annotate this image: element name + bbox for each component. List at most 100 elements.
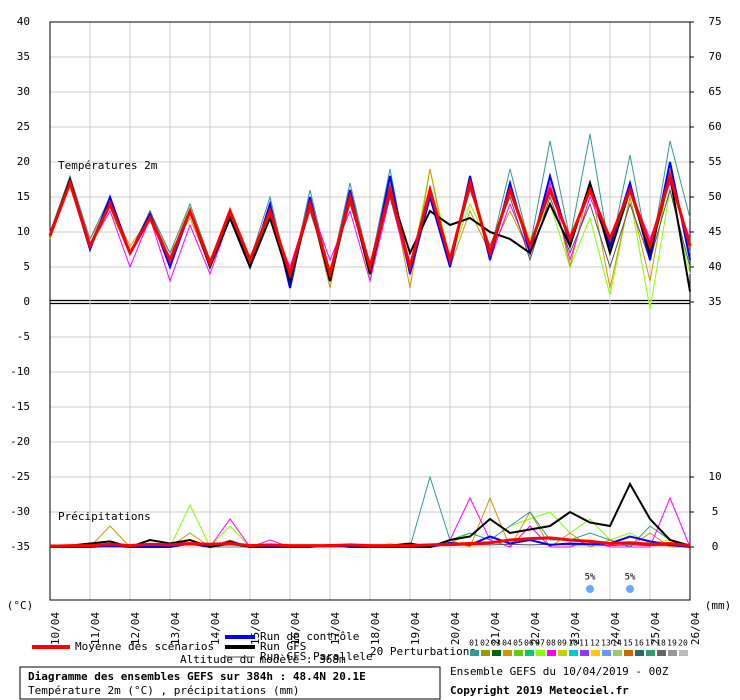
legend-swatch [492, 650, 501, 656]
y-tick-label: 30 [17, 85, 30, 98]
y2-tick-label: 75 [708, 15, 721, 28]
legend-label: 02 [480, 639, 490, 648]
x-tick-label: 22/04 [529, 612, 542, 645]
snow-icon [586, 585, 594, 593]
legend-swatch [624, 650, 633, 656]
y-tick-label: 15 [17, 190, 30, 203]
legend-swatch [646, 650, 655, 656]
x-tick-label: 23/04 [569, 612, 582, 645]
x-tick-label: 11/04 [89, 612, 102, 645]
legend-swatch [481, 650, 490, 656]
legend-swatch [503, 650, 512, 656]
x-tick-label: 19/04 [409, 612, 422, 645]
legend-swatch [613, 650, 622, 656]
legend-swatch [591, 650, 600, 656]
y-tick-label: -30 [10, 505, 30, 518]
y-tick-label: 35 [17, 50, 30, 63]
x-tick-label: 10/04 [49, 612, 62, 645]
legend-swatch [635, 650, 644, 656]
y2-tick-label: 0 [712, 540, 719, 553]
legend-label: 06 [524, 639, 534, 648]
legend-label: 15 [623, 639, 633, 648]
legend-swatch [679, 650, 688, 656]
y-tick-label: -25 [10, 470, 30, 483]
snow-icon [626, 585, 634, 593]
y2-tick-label: 5 [712, 505, 719, 518]
legend-swatch [569, 650, 578, 656]
legend-label: 14 [612, 639, 622, 648]
plot-frame [49, 21, 691, 601]
panel-label: Précipitations [58, 510, 151, 523]
y2-tick-label: 55 [708, 155, 721, 168]
run-info: Ensemble GEFS du 10/04/2019 - 00Z [450, 665, 669, 678]
y2-tick-label: 10 [708, 470, 721, 483]
copyright: Copyright 2019 Meteociel.fr [450, 684, 629, 697]
legend-label: 13 [601, 639, 611, 648]
chart-title: Diagramme des ensembles GEFS sur 384h : … [28, 670, 366, 683]
y2-tick-label: 35 [708, 295, 721, 308]
legend-label: 19 [667, 639, 677, 648]
legend-label: 20 [678, 639, 688, 648]
x-tick-label: 20/04 [449, 612, 462, 645]
y2-axis-unit: (mm) [705, 599, 732, 612]
y2-tick-label: 70 [708, 50, 721, 63]
x-tick-label: 24/04 [609, 612, 622, 645]
legend-label: 04 [502, 639, 512, 648]
legend-swatch [514, 650, 523, 656]
x-tick-label: 26/04 [689, 612, 702, 645]
legend-label: 08 [546, 639, 556, 648]
y-tick-label: -20 [10, 435, 30, 448]
legend-swatch [602, 650, 611, 656]
y2-tick-label: 40 [708, 260, 721, 273]
x-tick-label: 13/04 [169, 612, 182, 645]
y-tick-label: 20 [17, 155, 30, 168]
legend-swatch [558, 650, 567, 656]
y-tick-label: -15 [10, 400, 30, 413]
legend-swatch [536, 650, 545, 656]
legend-swatch [525, 650, 534, 656]
legend-label: 18 [656, 639, 666, 648]
perturbations-label: 20 Perturbations [370, 645, 476, 658]
x-tick-label: 25/04 [649, 612, 662, 645]
y-axis-unit: (°C) [7, 599, 34, 612]
x-tick-label: 16/04 [289, 612, 302, 645]
legend-label: 05 [513, 639, 523, 648]
temperature-line [49, 175, 691, 283]
legend-label: 11 [579, 639, 589, 648]
altitude: Altitude du modèle : 368m [180, 653, 346, 666]
y2-tick-label: 50 [708, 190, 721, 203]
x-tick-label: 14/04 [209, 612, 222, 645]
annotation: 5% [585, 573, 596, 583]
y-tick-label: -35 [10, 540, 30, 553]
x-tick-label: 18/04 [369, 612, 382, 645]
legend-label: 09 [557, 639, 567, 648]
legend-label: 10 [568, 639, 578, 648]
y2-tick-label: 60 [708, 120, 721, 133]
y2-tick-label: 45 [708, 225, 721, 238]
y-tick-label: 25 [17, 120, 30, 133]
legend-label: 03 [491, 639, 501, 648]
legend-label: Run de contrôle [260, 630, 359, 643]
legend-label: 17 [645, 639, 655, 648]
y-tick-label: -10 [10, 365, 30, 378]
temperature-line [48, 170, 692, 280]
y-tick-label: 5 [23, 260, 30, 273]
legend-label: Run GFS [260, 640, 306, 653]
legend-swatch [657, 650, 666, 656]
legend-label: Run GFS Parallele [260, 650, 373, 663]
legend-label: 01 [469, 639, 479, 648]
legend-swatch [547, 650, 556, 656]
legend-swatch [668, 650, 677, 656]
legend-swatch [580, 650, 589, 656]
x-tick-label: 17/04 [329, 612, 342, 645]
legend-label: 16 [634, 639, 644, 648]
title-box [19, 666, 441, 700]
x-tick-label: 12/04 [129, 612, 142, 645]
precipitation-line [49, 536, 691, 548]
legend-swatch [470, 650, 479, 656]
y-tick-label: 40 [17, 15, 30, 28]
y-tick-label: 10 [17, 225, 30, 238]
chart-subtitle: Température 2m (°C) , précipitations (mm… [28, 684, 300, 697]
x-tick-label: 21/04 [489, 612, 502, 645]
